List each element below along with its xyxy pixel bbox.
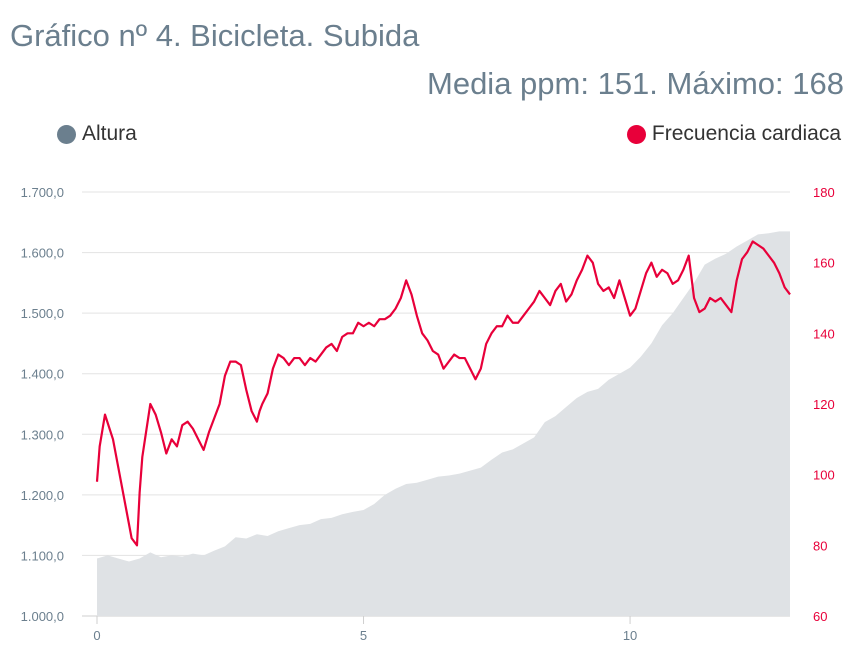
legend-item-altura[interactable]: Altura: [57, 122, 137, 146]
y-axis-left-ticks: 1.000,0 1.100,0 1.200,0 1.300,0 1.400,0 1.500…: [21, 185, 64, 624]
y-left-tick-label: 1.000,0: [21, 609, 64, 624]
x-tick-label: 10: [623, 628, 637, 643]
legend-marker-altura: [57, 124, 76, 144]
y-right-tick-label: 160: [813, 256, 835, 271]
y-right-tick-label: 80: [813, 538, 827, 553]
frecuencia-line-path: [95, 240, 791, 547]
y-right-tick-label: 100: [813, 468, 835, 483]
y-left-tick-label: 1.400,0: [21, 367, 64, 382]
y-right-tick-label: 60: [813, 609, 827, 624]
chart-subtitle: Media ppm: 151. Máximo: 168: [427, 66, 844, 101]
altura-area-path: [97, 231, 790, 616]
legend-item-frecuencia[interactable]: Frecuencia cardiaca: [626, 122, 841, 146]
y-right-tick-label: 120: [813, 397, 835, 412]
frecuencia-line: [95, 240, 791, 547]
y-right-tick-label: 180: [813, 185, 835, 200]
x-axis-ticks: 0 5 10: [93, 616, 637, 643]
y-left-tick-label: 1.500,0: [21, 306, 64, 321]
y-axis-right-ticks: 60 80 100 120 140 160 180: [813, 185, 835, 624]
legend-label-frecuencia: Frecuencia cardiaca: [651, 122, 841, 145]
x-tick-label: 0: [93, 628, 100, 643]
legend-marker-frecuencia: [626, 124, 646, 144]
x-tick-label: 5: [360, 628, 367, 643]
chart-title: Gráfico nº 4. Bicicleta. Subida: [10, 18, 420, 53]
y-left-tick-label: 1.300,0: [21, 427, 64, 442]
y-left-tick-label: 1.100,0: [21, 548, 64, 563]
y-left-tick-label: 1.700,0: [21, 185, 64, 200]
y-right-tick-label: 140: [813, 326, 835, 341]
y-left-tick-label: 1.200,0: [21, 488, 64, 503]
altura-area: [97, 231, 790, 616]
legend-label-altura: Altura: [82, 122, 137, 145]
y-left-tick-label: 1.600,0: [21, 246, 64, 261]
